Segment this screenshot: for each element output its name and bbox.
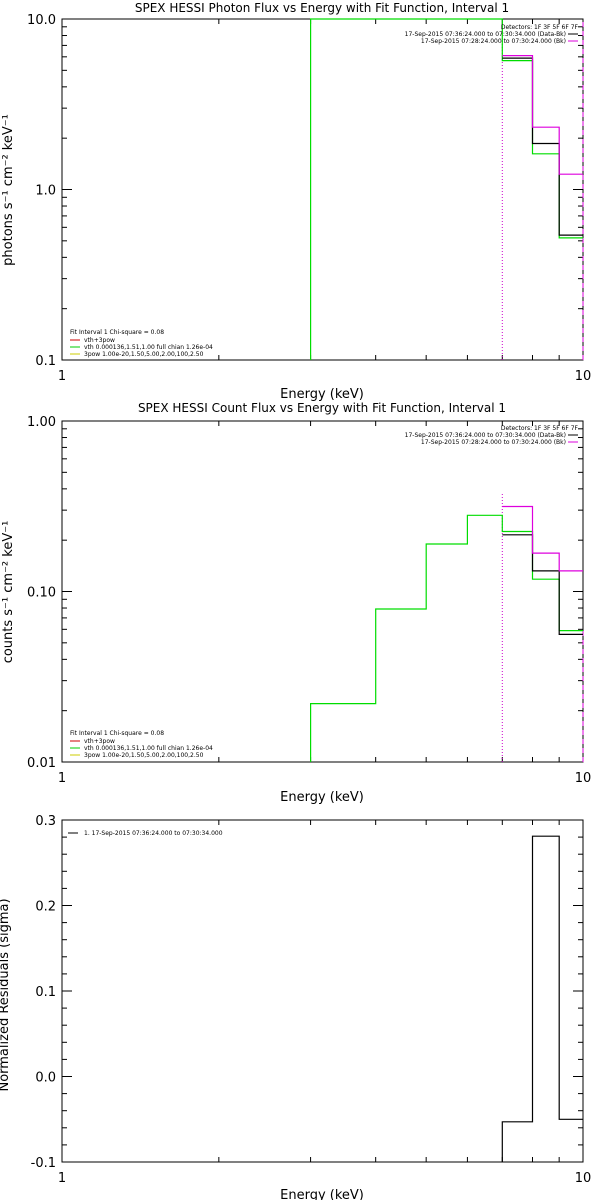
photon-flux-data-interval: 17-Sep-2015 07:36:24.000 to 07:30:34.000…: [405, 31, 566, 38]
count-flux-detector-info: Detectors: 1F 3F 5F 6F 7F 17-Sep-2015 07…: [405, 425, 579, 446]
photon-flux-x-tick-label: 10: [575, 369, 592, 384]
photon-flux-x-tick-label: 1: [58, 369, 66, 384]
residuals-y-tick-label: 0.2: [35, 900, 56, 915]
photon-flux-legend-header: Fit Interval 1 Chi-square = 0.08: [70, 329, 164, 336]
count-flux-data-interval: 17-Sep-2015 07:36:24.000 to 07:30:34.000…: [405, 432, 566, 439]
residuals-y-tick-label: 0.0: [35, 1071, 56, 1086]
photon-flux-panel: SPEX HESSI Photon Flux vs Energy with Fi…: [1, 1, 591, 402]
count-flux-series-0: [310, 514, 583, 762]
count-flux-ticks: 1 10 0.01 0.10 1.00: [27, 415, 591, 786]
count-flux-legend-item-0: vth+3pow: [84, 738, 115, 745]
residuals-x-tick-label: 1: [58, 1171, 66, 1186]
residuals-x-axis-label: Energy (keV): [280, 1188, 364, 1200]
photon-flux-legend-item-0: vth+3pow: [84, 337, 115, 344]
photon-flux-detectors-line: Detectors: 1F 3F 5F 6F 7F: [501, 24, 579, 31]
residuals-y-tick-label: 0.1: [35, 985, 56, 1000]
residuals-y-tick-label: -0.1: [31, 1156, 56, 1171]
count-flux-legend-header: Fit Interval 1 Chi-square = 0.08: [70, 730, 164, 737]
count-flux-legend: Fit Interval 1 Chi-square = 0.08 vth+3po…: [70, 730, 213, 759]
photon-flux-y-tick-label: 1.0: [35, 184, 56, 199]
residuals-y-axis-label: Normalized Residuals (sigma): [0, 898, 12, 1091]
photon-flux-y-tick-label: 10.0: [27, 13, 56, 28]
count-flux-legend-item-1: vth 0.000136,1.51,1.00 full chian 1.26e-…: [84, 745, 213, 752]
count-flux-y-tick-label: 0.01: [27, 756, 56, 771]
photon-flux-y-tick-label: 0.1: [35, 354, 56, 369]
photon-flux-series-0: [310, 18, 583, 360]
count-flux-x-tick-label: 1: [58, 771, 66, 786]
count-flux-plot-frame: [61, 420, 584, 763]
photon-flux-legend-item-2: 3pow 1.00e-20,1.50,5.00,2.00,100,2.50: [84, 351, 204, 358]
photon-flux-legend: Fit Interval 1 Chi-square = 0.08 vth+3po…: [70, 329, 213, 358]
residuals-ticks: 1 10 -0.1 0.0 0.1 0.2 0.3: [31, 814, 592, 1186]
photon-flux-ticks: 1 10 0.1 1.0 10.0: [27, 13, 591, 384]
photon-flux-bk-interval: 17-Sep-2015 07:28:24.000 to 07:30:24.000…: [421, 38, 566, 45]
photon-flux-title: SPEX HESSI Photon Flux vs Energy with Fi…: [135, 1, 509, 15]
residuals-y-tick-label: 0.3: [35, 814, 56, 829]
count-flux-x-axis-label: Energy (keV): [280, 790, 364, 805]
count-flux-detectors-line: Detectors: 1F 3F 5F 6F 7F: [501, 425, 579, 432]
residuals-plot-frame: [61, 819, 584, 1163]
count-flux-y-tick-label: 0.10: [27, 586, 56, 601]
count-flux-x-tick-label: 10: [575, 771, 592, 786]
count-flux-legend-item-2: 3pow 1.00e-20,1.50,5.00,2.00,100,2.50: [84, 752, 204, 759]
photon-flux-series: [310, 18, 584, 360]
count-flux-y-tick-label: 1.00: [27, 415, 56, 430]
count-flux-series-2: [502, 505, 583, 572]
photon-flux-series-1: [502, 57, 583, 236]
residuals-legend-item-0: 1. 17-Sep-2015 07:36:24.000 to 07:30:34.…: [84, 830, 223, 837]
residuals-series-0: [501, 835, 583, 1162]
photon-flux-series-2: [502, 54, 583, 175]
photon-flux-y-axis-label: photons s⁻¹ cm⁻² keV⁻¹: [1, 114, 16, 266]
photon-flux-detector-info: Detectors: 1F 3F 5F 6F 7F 17-Sep-2015 07…: [405, 24, 579, 45]
count-flux-y-axis-label: counts s⁻¹ cm⁻² keV⁻¹: [1, 521, 16, 664]
count-flux-bk-interval: 17-Sep-2015 07:28:24.000 to 07:30:24.000…: [421, 439, 566, 446]
residuals-x-tick-label: 10: [575, 1171, 592, 1186]
photon-flux-legend-item-1: vth 0.000136,1.51,1.00 full chian 1.26e-…: [84, 344, 213, 351]
photon-flux-x-axis-label: Energy (keV): [280, 387, 364, 402]
count-flux-title: SPEX HESSI Count Flux vs Energy with Fit…: [138, 401, 506, 415]
count-flux-series-1: [502, 534, 583, 636]
count-flux-series: [310, 492, 584, 762]
photon-flux-plot-frame: [61, 18, 584, 361]
residuals-series: [501, 835, 583, 1162]
residuals-legend: 1. 17-Sep-2015 07:36:24.000 to 07:30:34.…: [68, 830, 223, 837]
residuals-panel: Energy (keV) Normalized Residuals (sigma…: [0, 814, 591, 1200]
count-flux-panel: SPEX HESSI Count Flux vs Energy with Fit…: [1, 401, 591, 805]
